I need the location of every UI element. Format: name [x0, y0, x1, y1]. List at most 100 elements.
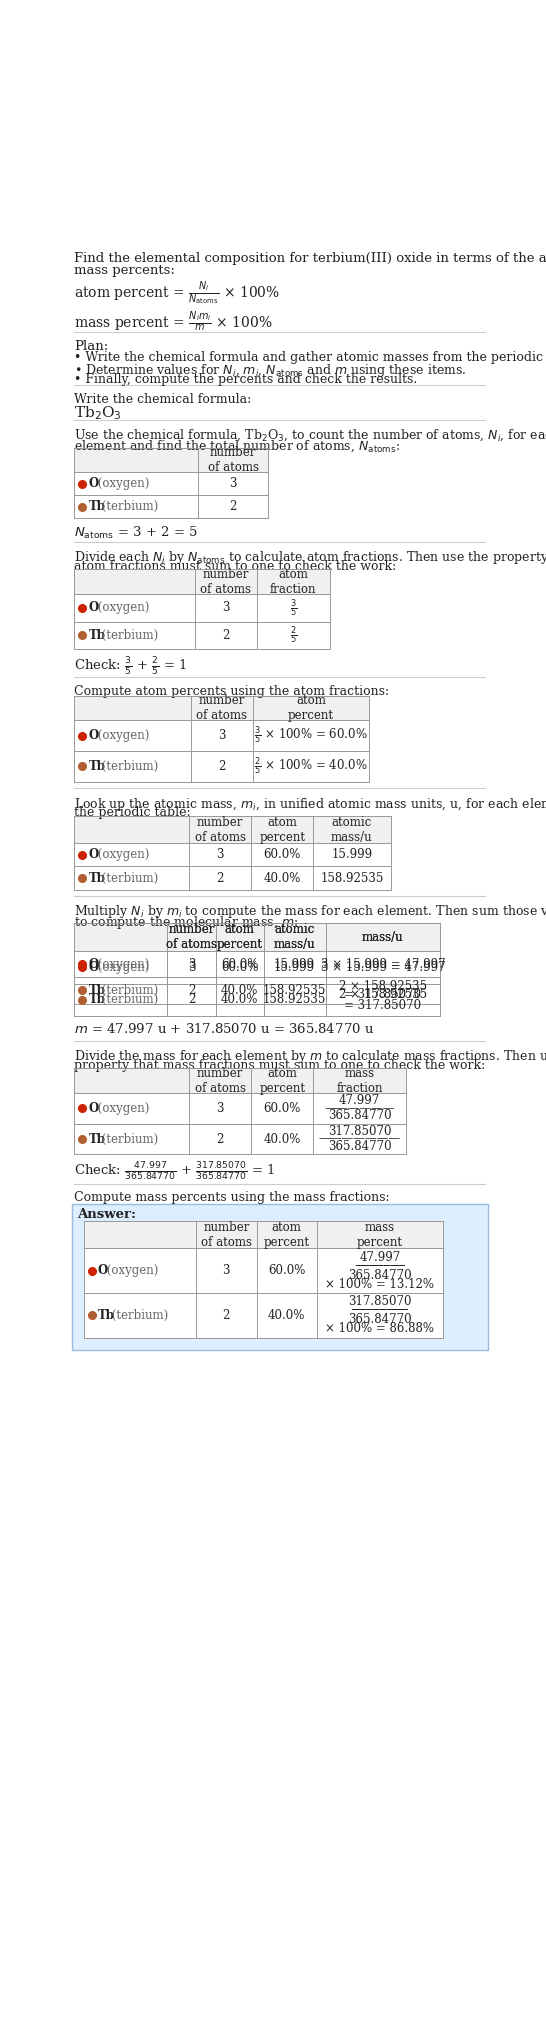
Text: 15.999: 15.999 [331, 849, 372, 861]
Text: 158.92535: 158.92535 [263, 994, 327, 1006]
Text: $\frac{2}{5}$ × 100% = 40.0%: $\frac{2}{5}$ × 100% = 40.0% [254, 755, 367, 778]
Bar [84, 1248, 443, 1293]
Text: O: O [88, 849, 99, 861]
Text: mass/u: mass/u [362, 930, 403, 945]
Text: 2 × 158.92535: 2 × 158.92535 [339, 987, 427, 1002]
Text: (terbium): (terbium) [98, 1132, 159, 1146]
Text: Answer:: Answer: [78, 1207, 136, 1222]
Text: atom fractions must sum to one to check the work:: atom fractions must sum to one to check … [74, 560, 397, 572]
Text: $m$ = 47.997 u + 317.85070 u = 365.84770 u: $m$ = 47.997 u + 317.85070 u = 365.84770… [74, 1022, 375, 1036]
Text: • Write the chemical formula and gather atomic masses from the periodic table.: • Write the chemical formula and gather … [74, 352, 546, 364]
Text: (oxygen): (oxygen) [94, 849, 149, 861]
Text: 317.85070: 317.85070 [348, 1295, 412, 1309]
Text: O: O [88, 961, 99, 973]
Text: ———————: ——————— [318, 1132, 401, 1146]
Text: × 100% = 13.12%: × 100% = 13.12% [325, 1279, 434, 1291]
Text: 158.92535: 158.92535 [320, 871, 384, 884]
Text: atomic
mass/u: atomic mass/u [274, 922, 316, 951]
Text: 365.84770: 365.84770 [348, 1268, 412, 1283]
Bar [74, 1069, 406, 1093]
Bar [74, 472, 268, 495]
Text: O: O [88, 957, 99, 971]
Text: O: O [88, 1101, 99, 1116]
Text: 47.997: 47.997 [359, 1250, 400, 1264]
Text: 3: 3 [216, 849, 224, 861]
Text: (oxygen): (oxygen) [94, 729, 149, 741]
Text: number
of atoms: number of atoms [208, 446, 259, 474]
Text: (oxygen): (oxygen) [94, 957, 149, 971]
Text: $N_{\mathrm{atoms}}$ = 3 + 2 = 5: $N_{\mathrm{atoms}}$ = 3 + 2 = 5 [74, 525, 198, 542]
Text: 60.0%: 60.0% [221, 961, 258, 973]
Text: 60.0%: 60.0% [264, 849, 301, 861]
Text: 317.85070: 317.85070 [328, 1124, 391, 1138]
Text: Write the chemical formula:: Write the chemical formula: [74, 393, 252, 405]
Text: 40.0%: 40.0% [268, 1309, 306, 1321]
Text: 2: 2 [188, 994, 195, 1006]
Text: Look up the atomic mass, $m_i$, in unified atomic mass units, u, for each elemen: Look up the atomic mass, $m_i$, in unifi… [74, 796, 546, 812]
Text: O: O [98, 1264, 108, 1277]
Text: number
of atoms: number of atoms [201, 1220, 252, 1248]
Bar [74, 816, 390, 843]
Text: 2: 2 [218, 759, 225, 774]
Text: $\frac{3}{5}$: $\frac{3}{5}$ [290, 597, 297, 619]
Bar [74, 951, 440, 977]
Bar [74, 751, 369, 782]
Text: 60.0%: 60.0% [264, 1101, 301, 1116]
Text: Compute mass percents using the mass fractions:: Compute mass percents using the mass fra… [74, 1191, 390, 1205]
Bar [74, 983, 440, 1016]
Text: (terbium): (terbium) [98, 759, 159, 774]
Text: ────────: ──────── [351, 1305, 408, 1317]
Text: 365.84770: 365.84770 [348, 1313, 412, 1325]
Text: mass percents:: mass percents: [74, 265, 175, 277]
Text: Tb: Tb [88, 1132, 105, 1146]
Bar [74, 977, 440, 1004]
Bar [74, 924, 440, 951]
Bar [74, 595, 330, 621]
Text: 15.999: 15.999 [274, 961, 315, 973]
Text: × 100% = 86.88%: × 100% = 86.88% [325, 1321, 434, 1336]
Text: 40.0%: 40.0% [264, 871, 301, 884]
Text: to compute the molecular mass, $m$:: to compute the molecular mass, $m$: [74, 914, 299, 930]
Text: O: O [88, 601, 99, 615]
Text: Tb: Tb [88, 759, 105, 774]
Text: atom
percent: atom percent [264, 1220, 310, 1248]
Text: ───────: ─────── [355, 1260, 405, 1272]
Text: (terbium): (terbium) [98, 629, 159, 641]
Text: Use the chemical formula, Tb$_2$O$_3$, to count the number of atoms, $N_i$, for : Use the chemical formula, Tb$_2$O$_3$, t… [74, 428, 546, 444]
Text: 60.0%: 60.0% [221, 957, 258, 971]
Bar [74, 1124, 406, 1154]
Bar [74, 495, 268, 519]
Text: mass percent = $\frac{N_i m_i}{m}$ × 100%: mass percent = $\frac{N_i m_i}{m}$ × 100… [74, 309, 274, 334]
Text: 2: 2 [216, 1132, 224, 1146]
Text: 3: 3 [216, 1101, 224, 1116]
Text: (terbium): (terbium) [98, 501, 159, 513]
Text: Find the elemental composition for terbium(III) oxide in terms of the atom and: Find the elemental composition for terbi… [74, 252, 546, 265]
Bar [84, 1293, 443, 1338]
Text: (terbium): (terbium) [98, 994, 159, 1006]
Text: number
of atoms: number of atoms [195, 1067, 246, 1095]
Text: Tb: Tb [88, 501, 105, 513]
Text: Check: $\frac{47.997}{365.84770}$ + $\frac{317.85070}{365.84770}$ = 1: Check: $\frac{47.997}{365.84770}$ + $\fr… [74, 1161, 276, 1183]
Text: 2: 2 [216, 871, 224, 884]
Text: Check: $\frac{3}{5}$ + $\frac{2}{5}$ = 1: Check: $\frac{3}{5}$ + $\frac{2}{5}$ = 1 [74, 656, 188, 678]
Text: Tb: Tb [88, 871, 105, 884]
Bar [74, 721, 369, 751]
Text: = 317.85070: = 317.85070 [345, 987, 422, 1002]
Text: 3: 3 [188, 957, 195, 971]
Text: 365.84770: 365.84770 [328, 1140, 391, 1152]
Text: (terbium): (terbium) [98, 871, 159, 884]
Text: atom
percent: atom percent [259, 1067, 305, 1095]
Text: 3: 3 [229, 476, 237, 491]
Text: 2: 2 [188, 983, 195, 998]
Text: Tb: Tb [88, 629, 105, 641]
Text: $\frac{2}{5}$: $\frac{2}{5}$ [290, 625, 297, 645]
Text: Compute atom percents using the atom fractions:: Compute atom percents using the atom fra… [74, 684, 390, 698]
Text: property that mass fractions must sum to one to check the work:: property that mass fractions must sum to… [74, 1059, 486, 1073]
Bar [74, 448, 268, 472]
Text: 40.0%: 40.0% [221, 983, 258, 998]
Text: (oxygen): (oxygen) [103, 1264, 158, 1277]
Text: 3: 3 [223, 1264, 230, 1277]
Text: number
of atoms: number of atoms [166, 922, 217, 951]
Text: number
of atoms: number of atoms [166, 922, 217, 951]
Text: atom
percent: atom percent [259, 816, 305, 843]
